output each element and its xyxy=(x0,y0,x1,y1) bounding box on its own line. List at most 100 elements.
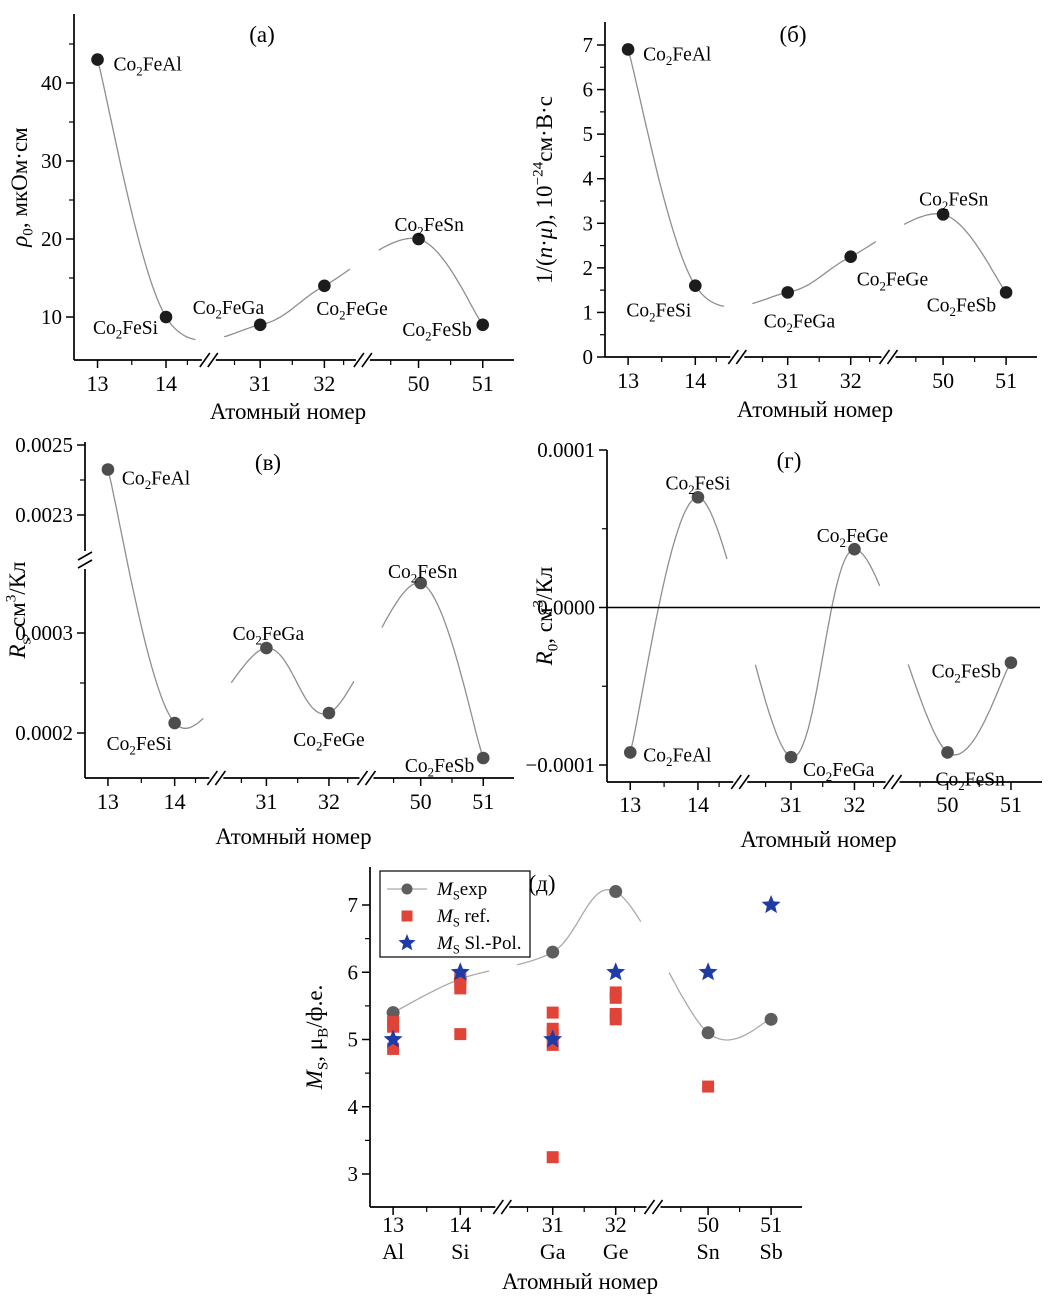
x-element-label: Ga xyxy=(540,1239,566,1264)
x-tick-label: 50 xyxy=(408,371,430,396)
x-tick-label: 14 xyxy=(449,1212,471,1237)
chart-svg-v: Co2FeAl Co2FeSi Co2FeGa Co2FeGe Co2FeSn Co2Fe… xyxy=(2,433,514,849)
data-point xyxy=(784,750,798,764)
point-label: Co2FeAl xyxy=(122,469,191,493)
axis-break-gap xyxy=(646,1204,661,1210)
data-point xyxy=(621,43,635,56)
data-point xyxy=(101,463,115,476)
ref-point xyxy=(546,1151,559,1164)
data-point xyxy=(781,286,794,299)
chart-svg-g: Co2FeAl Co2FeSi Co2FeGa Co2FeGe Co2FeSn Co2Fe… xyxy=(525,438,1042,852)
y-axis-title: ρ0, мкОм·см xyxy=(7,127,37,248)
x-tick-label: 50 xyxy=(937,792,959,817)
y-tick-label: 0.0002 xyxy=(15,721,73,745)
panel-b-inverse-n-mu: Co2FeAl Co2FeSi Co2FeGa Co2FeGe Co2FeSn Co2Fe… xyxy=(525,0,1050,430)
axis-break-slash xyxy=(878,349,891,365)
axis-break-slash xyxy=(361,352,373,368)
x-tick-label: 32 xyxy=(313,371,335,396)
legend-star-marker xyxy=(398,934,416,951)
x-tick-label: 32 xyxy=(605,1212,627,1237)
data-point xyxy=(414,576,427,590)
slpol-point xyxy=(543,1029,563,1048)
y-tick-label: 6 xyxy=(583,78,594,102)
y-axis-title: Rs, см3/Кл xyxy=(2,561,34,659)
axis-break-slash xyxy=(364,770,377,786)
panel-label: (а) xyxy=(249,22,275,47)
exp-point xyxy=(609,885,623,899)
x-axis-title: Атомный номер xyxy=(740,827,896,852)
y-tick-label: 0 xyxy=(583,345,594,369)
y-tick-label: −0.0001 xyxy=(525,753,595,777)
ref-point xyxy=(387,1020,400,1033)
data-point xyxy=(322,706,336,720)
x-axis-title: Атомный номер xyxy=(215,824,371,849)
y-tick-label: 7 xyxy=(348,893,359,917)
trend-curve xyxy=(107,469,484,759)
point-label: Co2FeGa xyxy=(764,311,836,335)
x-tick-label: 31 xyxy=(255,789,277,814)
data-point xyxy=(476,318,490,332)
x-axis-title: Атомный номер xyxy=(502,1269,658,1294)
axis-break-slash xyxy=(206,770,219,786)
ref-point xyxy=(702,1080,715,1093)
axis-break-slash xyxy=(353,352,365,368)
x-element-label: Al xyxy=(382,1239,404,1264)
point-label: Co2FeSb xyxy=(402,320,471,344)
y-axis-title: R0, см3/Кл xyxy=(529,567,561,667)
y-tick-label: 40 xyxy=(41,71,62,95)
data-point xyxy=(1004,656,1018,669)
x-tick-label: 32 xyxy=(840,368,862,393)
y-tick-label: 0.0000 xyxy=(537,596,595,620)
axis-break-slash xyxy=(207,352,219,368)
data-point xyxy=(91,53,104,66)
axis-break-slash xyxy=(882,774,895,790)
y-axis-break-slash xyxy=(77,559,93,569)
axis-break-gap xyxy=(733,779,748,785)
point-label: Co2FeSi xyxy=(626,301,692,325)
data-point xyxy=(689,279,702,292)
ref-point xyxy=(454,1028,467,1041)
data-point xyxy=(936,208,950,221)
y-tick-label: 5 xyxy=(348,1028,359,1052)
slpol-point xyxy=(383,1029,403,1048)
data-point xyxy=(159,310,173,324)
point-label: Co2FeAl xyxy=(643,44,712,68)
ref-point xyxy=(609,1013,622,1026)
panel-v-rs-coefficient: Co2FeAl Co2FeSi Co2FeGa Co2FeGe Co2FeSn Co2Fe… xyxy=(0,430,525,858)
y-axis-break-slash xyxy=(77,551,93,561)
legend-circle-marker xyxy=(401,883,413,895)
point-label: Co2FeSb xyxy=(932,662,1001,686)
x-tick-label: 51 xyxy=(472,371,494,396)
point-label: Co2FeGe xyxy=(817,526,888,550)
point-label: Co2FeGa xyxy=(233,624,305,648)
x-tick-label: 31 xyxy=(777,368,799,393)
x-tick-label: 14 xyxy=(684,368,706,393)
y-tick-label: 3 xyxy=(348,1162,359,1186)
y-tick-label: 30 xyxy=(41,149,62,173)
axis-break-gap xyxy=(201,357,216,363)
axis-break-slash xyxy=(735,349,747,365)
point-label: Co2FeSn xyxy=(919,189,989,213)
x-tick-label: 51 xyxy=(472,789,494,814)
point-label: Co2FeSn xyxy=(388,562,458,586)
panel-label: (г) xyxy=(777,448,802,473)
axis-break-slash xyxy=(890,774,903,790)
point-label: Co2FeSi xyxy=(665,473,731,497)
x-tick-label: 14 xyxy=(687,792,709,817)
y-tick-label: 4 xyxy=(348,1095,359,1119)
x-tick-label: 14 xyxy=(164,789,186,814)
y-tick-label: 0.0003 xyxy=(15,621,73,645)
x-tick-label: 51 xyxy=(995,368,1017,393)
x-axis-title: Атомный номер xyxy=(737,397,893,422)
x-element-label: Ge xyxy=(603,1239,629,1264)
point-label: Co2FeGe xyxy=(293,730,364,754)
point-label: Co2FeGa xyxy=(193,298,265,322)
axis-break-slash xyxy=(492,1199,504,1215)
ref-point xyxy=(387,1042,400,1055)
trend-curve xyxy=(627,49,1007,307)
point-label: Co2FeSb xyxy=(927,295,996,319)
x-element-label: Si xyxy=(451,1239,469,1264)
x-tick-label: 13 xyxy=(617,368,639,393)
data-point xyxy=(318,279,331,293)
